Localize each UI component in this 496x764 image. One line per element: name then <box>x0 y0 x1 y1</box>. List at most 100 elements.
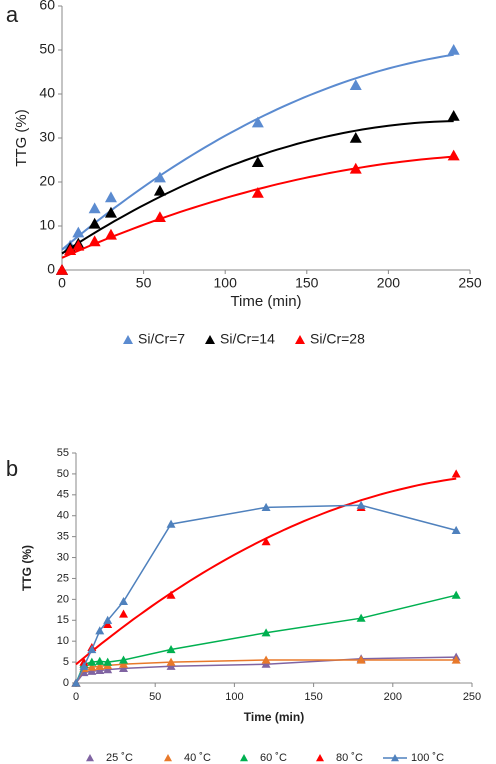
y-tick-label: 20 <box>57 593 69 605</box>
data-point <box>261 628 271 637</box>
data-point <box>72 226 85 238</box>
data-point <box>261 659 271 668</box>
data-point <box>166 661 176 670</box>
data-point <box>349 79 362 90</box>
x-axis-label: Time (min) <box>244 710 304 724</box>
data-point <box>166 590 176 599</box>
legend-label: 25 ˚C <box>106 752 133 764</box>
data-point <box>153 211 166 222</box>
series-line <box>75 594 457 684</box>
y-tick-label: 30 <box>39 129 55 145</box>
y-tick-label: 20 <box>39 173 55 189</box>
y-tick-label: 40 <box>57 510 69 522</box>
x-tick-label: 150 <box>295 275 319 291</box>
data-point <box>447 110 460 121</box>
data-point <box>87 645 97 654</box>
data-point <box>451 525 461 534</box>
data-point <box>87 666 97 675</box>
panel-label: a <box>6 2 19 27</box>
trendline <box>61 120 454 255</box>
data-point <box>349 132 362 143</box>
data-point <box>251 116 264 128</box>
trendline <box>61 155 454 259</box>
legend-marker <box>205 335 215 344</box>
y-tick-label: 10 <box>39 217 55 233</box>
legend-marker <box>164 754 172 762</box>
data-point <box>72 239 85 251</box>
series-line <box>75 504 457 684</box>
data-point <box>103 657 113 666</box>
data-point <box>251 156 264 167</box>
legend-marker <box>391 754 399 762</box>
data-point <box>87 657 97 666</box>
data-point <box>95 661 105 670</box>
data-point <box>251 187 264 198</box>
data-point <box>153 171 166 183</box>
y-tick-label: 40 <box>39 85 55 101</box>
data-point <box>119 663 129 672</box>
data-point <box>451 590 461 599</box>
data-point <box>349 162 362 174</box>
data-point <box>119 655 129 664</box>
data-point <box>103 665 113 674</box>
y-axis-label: TTG (%) <box>13 109 30 167</box>
y-tick-label: 30 <box>57 551 69 563</box>
panel-label: b <box>6 456 18 481</box>
data-point <box>88 202 101 214</box>
y-tick-label: 10 <box>57 635 69 647</box>
data-point <box>119 659 129 668</box>
data-point <box>451 469 461 478</box>
data-point <box>166 657 176 666</box>
data-point <box>261 537 271 546</box>
x-tick-label: 0 <box>58 275 66 291</box>
data-point <box>95 626 105 635</box>
y-tick-label: 45 <box>57 489 69 501</box>
trendline <box>61 53 454 251</box>
y-tick-label: 0 <box>47 261 55 277</box>
y-tick-label: 5 <box>63 656 69 668</box>
x-axis-label: Time (min) <box>230 293 301 310</box>
legend-label: Si/Cr=28 <box>310 331 365 347</box>
data-point <box>79 657 89 666</box>
data-point <box>88 217 101 229</box>
data-point <box>79 661 89 670</box>
data-point <box>79 668 89 677</box>
y-tick-label: 50 <box>39 41 55 57</box>
y-tick-label: 50 <box>57 468 69 480</box>
data-point <box>356 655 366 664</box>
legend-marker <box>123 335 133 344</box>
data-point <box>166 645 176 654</box>
y-tick-label: 35 <box>57 531 69 543</box>
legend-marker <box>240 754 248 762</box>
legend-label: 40 ˚C <box>184 752 211 764</box>
data-point <box>451 655 461 664</box>
x-tick-label: 200 <box>377 275 401 291</box>
x-tick-label: 100 <box>214 275 238 291</box>
x-tick-label: 200 <box>384 691 402 703</box>
legend-label: 100 ˚C <box>411 752 444 764</box>
data-point <box>104 206 117 218</box>
data-point <box>103 619 113 629</box>
x-tick-label: 100 <box>225 691 243 703</box>
y-tick-label: 15 <box>57 614 69 626</box>
y-tick-label: 0 <box>63 677 69 689</box>
data-point <box>87 662 97 671</box>
legend-label: Si/Cr=7 <box>138 331 185 347</box>
data-point <box>166 519 176 528</box>
data-point <box>119 609 129 618</box>
data-point <box>447 149 460 161</box>
legend-marker <box>86 754 94 762</box>
x-tick-label: 0 <box>73 691 79 703</box>
data-point <box>153 184 166 196</box>
data-point <box>356 613 366 622</box>
data-point <box>71 678 81 687</box>
data-point <box>356 500 366 509</box>
data-point <box>95 665 105 675</box>
data-point <box>261 655 271 664</box>
x-tick-label: 50 <box>136 275 152 291</box>
y-axis-label: TTG (%) <box>20 545 34 591</box>
x-tick-label: 250 <box>463 691 481 703</box>
y-tick-label: 60 <box>39 0 55 13</box>
x-tick-label: 150 <box>304 691 322 703</box>
data-point <box>447 44 460 55</box>
